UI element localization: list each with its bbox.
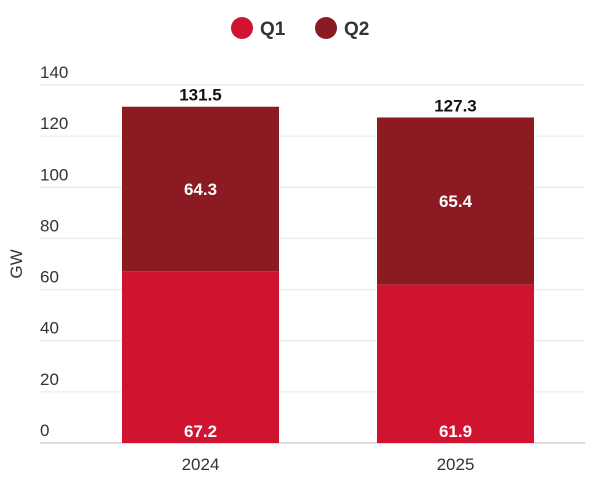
y-tick-label: 60 (40, 268, 59, 287)
y-tick-label: 120 (40, 114, 68, 133)
x-tick-label: 2025 (437, 455, 475, 474)
y-tick-label: 0 (40, 421, 49, 440)
bar-q2-2024 (122, 106, 279, 272)
legend-label-q2: Q2 (344, 19, 369, 40)
y-tick-label: 140 (40, 63, 68, 82)
legend-swatch-q2 (315, 17, 337, 39)
legend-label-q1: Q1 (260, 19, 286, 40)
y-axis-label: GW (7, 249, 26, 278)
bars: 67.2 64.3 131.5 61.9 65.4 127.3 (122, 86, 534, 443)
bar-q1-2025 (377, 284, 534, 443)
y-tick-label: 80 (40, 216, 59, 235)
data-label: 61.9 (439, 422, 472, 441)
bar-q2-2025 (377, 117, 534, 285)
legend-swatch-q1 (231, 17, 253, 39)
y-tick-label: 20 (40, 370, 59, 389)
total-label: 131.5 (179, 86, 222, 105)
y-tick-label: 40 (40, 319, 59, 338)
x-tick-label: 2024 (182, 455, 220, 474)
x-axis-ticks: 2024 2025 (182, 455, 475, 474)
total-label: 127.3 (434, 96, 477, 115)
y-tick-label: 100 (40, 165, 68, 184)
legend: Q1 Q2 (231, 17, 369, 40)
data-label: 64.3 (184, 180, 217, 199)
data-label: 67.2 (184, 422, 217, 441)
data-label: 65.4 (439, 192, 473, 211)
bar-q1-2024 (122, 271, 279, 443)
y-axis-ticks: 0 20 40 60 80 100 120 140 (40, 63, 68, 440)
